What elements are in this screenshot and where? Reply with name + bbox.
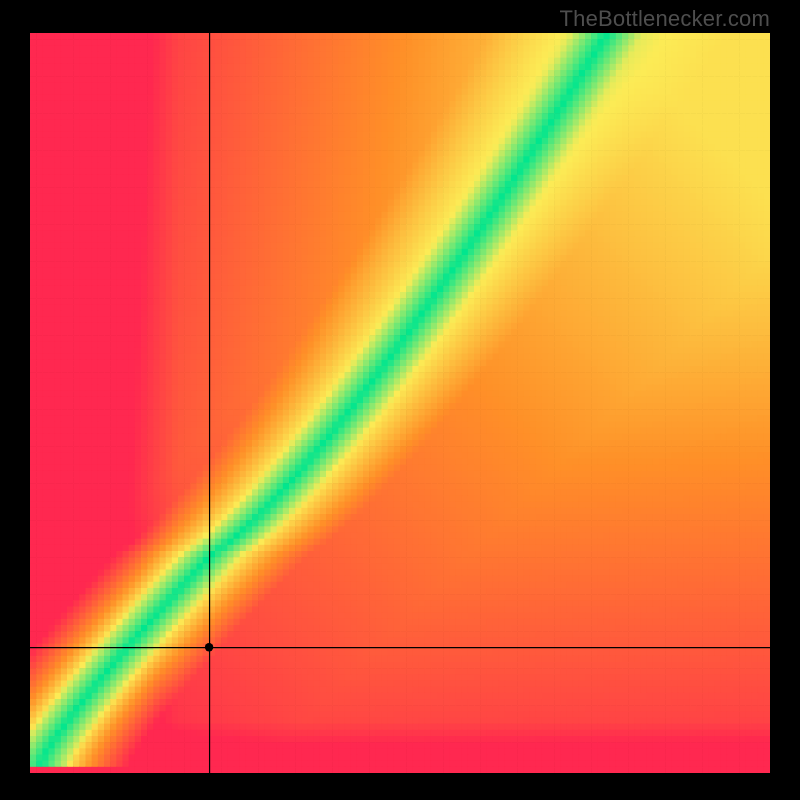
heatmap-canvas	[30, 33, 770, 773]
heatmap-container	[30, 33, 770, 773]
watermark-text: TheBottlenecker.com	[560, 6, 770, 32]
